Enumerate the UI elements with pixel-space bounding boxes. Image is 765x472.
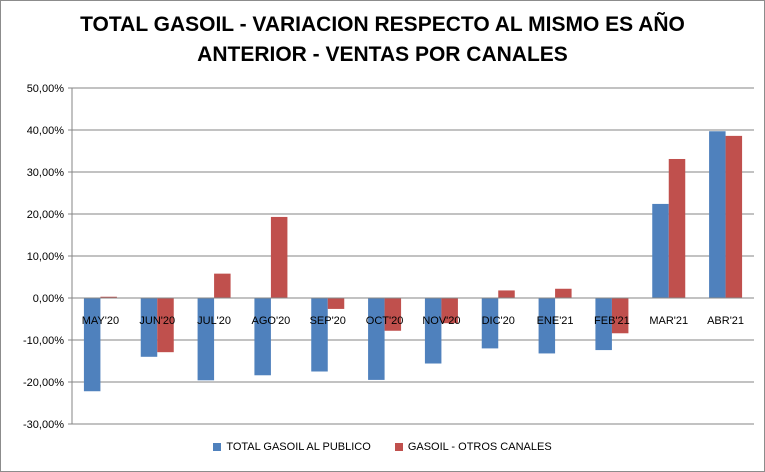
bar-series-2-mar21 (668, 158, 686, 298)
bar-series-1-jun20 (140, 298, 158, 357)
legend-item-series-1: TOTAL GASOIL AL PUBLICO (213, 441, 371, 453)
x-tick-label: JUN'20 (139, 315, 175, 327)
x-tick-label: JUL'20 (197, 315, 231, 327)
bar-series-2-nov20 (441, 298, 458, 324)
bar-series-1-may20 (83, 298, 101, 392)
chart-title-line-2: ANTERIOR - VENTAS POR CANALES (197, 43, 568, 66)
x-tick-label: MAR'21 (649, 315, 688, 327)
x-tick-label: SEP'20 (310, 315, 346, 327)
bar-series-1-nov20 (424, 298, 442, 364)
y-tick-label: 30,00% (27, 167, 65, 179)
x-tick-label: OCT'20 (366, 315, 404, 327)
y-tick-label: -20,00% (23, 377, 64, 389)
bar-series-2-sep20 (327, 298, 345, 309)
x-tick-label: AGO'20 (252, 315, 291, 327)
legend-label-series-2: GASOIL - OTROS CANALES (407, 441, 552, 453)
legend-item-series-2: GASOIL - OTROS CANALES (394, 441, 552, 453)
axes (68, 87, 754, 425)
bar-series-1-feb21 (595, 298, 612, 351)
bar-series-1-sep20 (311, 298, 328, 372)
y-tick-label: -10,00% (23, 335, 64, 347)
gridlines (72, 87, 754, 425)
chart-title: TOTAL GASOIL - VARIACION RESPECTO AL MIS… (0, 10, 765, 70)
bar-series-1-dic20 (481, 298, 499, 349)
bar-series-2-ene21 (555, 288, 572, 298)
x-tick-label: ABR'21 (707, 315, 744, 327)
legend-swatch-series-1 (213, 443, 222, 451)
x-tick-label: NOV'20 (422, 315, 460, 327)
bar-series-1-ene21 (538, 298, 556, 354)
bar-series-2-feb21 (611, 298, 629, 334)
x-tick-label: MAY'20 (82, 315, 119, 327)
y-tick-label: 10,00% (27, 251, 65, 263)
bar-series-2-jun20 (157, 298, 174, 353)
y-tick-label: -30,00% (23, 419, 64, 431)
bar-series-2-oct20 (384, 298, 402, 331)
bars (83, 131, 743, 392)
y-tick-label: 40,00% (27, 125, 65, 137)
x-tick-label: FEB'21 (594, 315, 630, 327)
y-tick-label: 20,00% (27, 209, 65, 221)
bar-series-2-jul20 (214, 273, 231, 298)
bar-series-1-jul20 (197, 298, 215, 381)
bar-series-2-abr21 (725, 135, 743, 298)
y-tick-labels: -30,00% -20,00% -10,00% 0,00% 10,00% 20,00% 30… (23, 83, 64, 431)
bar-series-2-may20 (100, 296, 117, 298)
legend-label-series-1: TOTAL GASOIL AL PUBLICO (226, 441, 371, 453)
chart-title-line-1: TOTAL GASOIL - VARIACION RESPECTO AL MIS… (80, 13, 685, 36)
x-tick-label: DIC'20 (482, 315, 515, 327)
legend: TOTAL GASOIL AL PUBLICO GASOIL - OTROS C… (0, 441, 765, 453)
y-tick-label: 50,00% (27, 83, 65, 95)
bar-series-1-mar21 (652, 203, 669, 298)
x-tick-label: ENE'21 (537, 315, 574, 327)
bar-series-2-dic20 (498, 290, 515, 298)
bar-series-1-abr21 (709, 131, 726, 298)
bar-series-1-ago20 (254, 298, 271, 376)
y-tick-label: 0,00% (33, 293, 64, 305)
legend-swatch-series-2 (394, 443, 403, 451)
bar-series-1-oct20 (368, 298, 385, 380)
bar-series-2-ago20 (270, 216, 288, 298)
x-tick-labels: MAY'20 JUN'20 JUL'20 AGO'20 SEP'20 OCT'20 NOV'… (82, 315, 744, 327)
